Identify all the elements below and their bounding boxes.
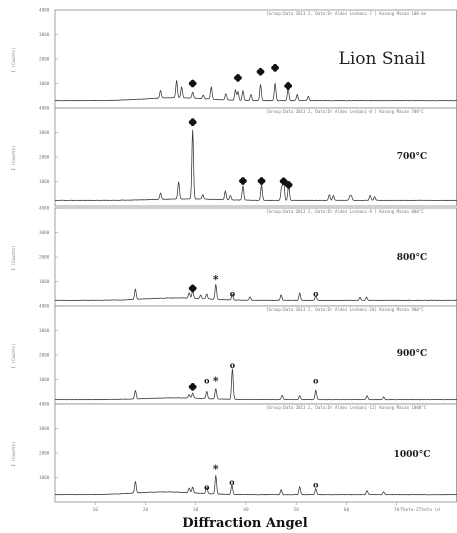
phase-marker-diamond [188, 284, 197, 293]
x-tick-label: 10 [93, 507, 99, 513]
phase-marker-circle: o [204, 376, 210, 386]
series-line [54, 129, 457, 201]
y-tick-label: 2000 [39, 155, 50, 161]
phase-marker-diamond [188, 118, 197, 127]
y-axis-label: I (Counts) [11, 245, 16, 270]
phase-marker-circle: o [230, 288, 236, 298]
x-tick-label: 40 [243, 507, 249, 513]
panel-frame [54, 9, 457, 109]
phase-marker-circle: o [313, 288, 319, 298]
x-tick-label: 70 [394, 507, 400, 513]
panel-frame [54, 305, 457, 405]
y-tick-label: 1000 [39, 279, 50, 285]
panel-3: [Group:Data 2013 2, Data:Dr Aldes Lesban… [11, 206, 457, 307]
y-tick-label: 3000 [39, 426, 50, 432]
panel-frame [54, 403, 457, 503]
y-axis-label: I (Counts) [11, 343, 16, 368]
y-tick-label: 4000 [39, 206, 50, 212]
panel-1: [Group:Data 2013 2, Data:Dr Aldes Lesban… [11, 8, 457, 109]
y-tick-label: 2000 [39, 57, 50, 63]
y-axis-label: I (Counts) [11, 441, 16, 466]
y-tick-label: 1000 [39, 377, 50, 383]
phase-marker-diamond [257, 177, 266, 185]
series-line [54, 284, 457, 301]
phase-marker-circle: o [204, 482, 210, 492]
panel-header: [Group:Data 2013 2, Data:Dr Aldes Lesban… [266, 209, 424, 214]
panel-label: 900°C [397, 349, 427, 359]
y-tick-label: 2000 [39, 255, 50, 261]
phase-marker-star: * [213, 375, 219, 388]
phase-marker-diamond [188, 382, 197, 391]
phase-marker-star: * [213, 273, 219, 286]
y-tick-label: 4000 [39, 106, 50, 112]
panel-frame [54, 107, 457, 207]
phase-marker-diamond [188, 79, 197, 88]
y-tick-label: 4000 [39, 402, 50, 408]
panel-label: 800°C [397, 253, 427, 263]
y-tick-label: 4000 [39, 8, 50, 14]
panel-stack: [Group:Data 2013 2, Data:Dr Aldes Lesban… [11, 8, 457, 503]
series-line [54, 475, 457, 496]
y-tick-label: 2000 [39, 353, 50, 359]
y-tick-label: 3000 [39, 130, 50, 136]
x-axis: 10 20 30 40 50 60 70 Theta-2Theta (d [93, 502, 440, 513]
phase-marker-diamond [284, 181, 293, 189]
y-tick-label: 1000 [39, 475, 50, 481]
phase-marker-diamond [234, 73, 242, 82]
y-tick-label: 2000 [39, 451, 50, 457]
series-line [54, 80, 457, 102]
panel-5: [Group:Data 2013 2, Data:Dr Aldes Lesban… [11, 402, 457, 503]
y-tick-label: 1000 [39, 179, 50, 185]
x-unit-label: Theta-2Theta (d [400, 507, 440, 513]
panel-header: [Group:Data 2013 2, Data:Dr Aldes Lesban… [266, 11, 427, 16]
y-tick-label: 3000 [39, 32, 50, 38]
panel-4: [Group:Data 2013 2, Data:Dr Aldes Lesban… [11, 304, 457, 405]
y-tick-label: 4000 [39, 304, 50, 310]
panel-2: [Group:Data 2013 2, Data:Dr Aldes Lesban… [11, 106, 457, 207]
x-tick-label: 50 [294, 507, 300, 513]
panel-label: 700°C [397, 152, 427, 162]
phase-marker-diamond [256, 67, 265, 76]
series-line [54, 368, 457, 401]
panel-header: [Group:Data 2013 2, Data:Dr Aldes Lesban… [266, 405, 427, 410]
phase-marker-diamond [284, 82, 293, 90]
y-axis-label: I (Counts) [11, 47, 16, 72]
figure-title: Lion Snail [339, 49, 426, 69]
x-tick-label: 20 [143, 507, 149, 513]
panel-label: 1000°C [394, 450, 431, 460]
y-tick-label: 3000 [39, 328, 50, 334]
phase-marker-diamond [271, 63, 279, 72]
panel-header: [Group:Data 2013 2, Data:Dr Aldes Lesban… [266, 109, 424, 114]
panel-header: [Group:Data 2013 2, Data:Dr Aldes Lesban… [266, 307, 424, 312]
y-axis-label: I (Counts) [11, 145, 16, 170]
phase-marker-star: * [213, 463, 219, 476]
x-axis-title: Diffraction Angel [182, 516, 308, 531]
phase-marker-circle: o [229, 477, 235, 487]
phase-marker-circle: o [313, 480, 319, 490]
x-tick-label: 30 [193, 507, 199, 513]
phase-marker-circle: o [313, 376, 319, 386]
y-tick-label: 1000 [39, 81, 50, 87]
phase-marker-diamond [239, 177, 247, 185]
phase-marker-circle: o [230, 360, 236, 370]
panel-frame [54, 207, 457, 307]
y-tick-label: 3000 [39, 230, 50, 236]
phase-marker-diamond [279, 177, 288, 186]
x-tick-label: 60 [344, 507, 350, 513]
